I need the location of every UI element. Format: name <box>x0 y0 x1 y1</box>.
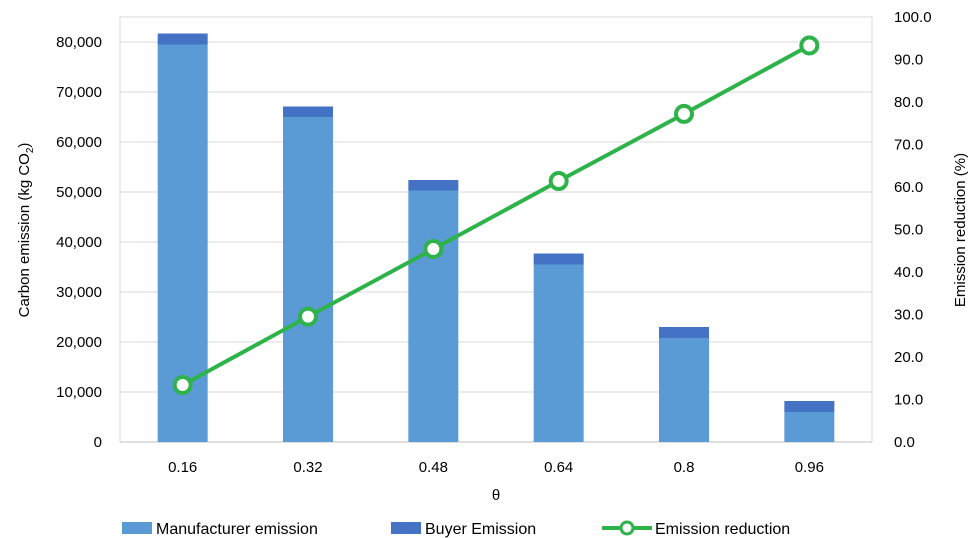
legend-label-reduction: Emission reduction <box>655 521 790 538</box>
y-tick-label: 60,000 <box>56 134 102 151</box>
reduction-point-0.32 <box>298 306 318 327</box>
legend-swatch-buyer <box>391 522 421 534</box>
x-tick-label: 0.16 <box>168 459 197 476</box>
y2-tick-label: 20.0 <box>894 349 923 366</box>
y-tick-label: 20,000 <box>56 334 102 351</box>
reduction-point-0.96 <box>799 35 820 56</box>
x-tick-label: 0.32 <box>293 459 322 476</box>
y-tick-label: 10,000 <box>56 384 102 401</box>
x-tick-label: 0.96 <box>795 459 824 476</box>
legend-label-buyer: Buyer Emission <box>425 521 536 538</box>
y2-tick-label: 80.0 <box>894 94 923 111</box>
y2-axis-title: Emission reduction (%) <box>952 153 969 307</box>
reduction-point-0.16 <box>172 375 193 396</box>
bar-buyer-0.32 <box>283 106 333 117</box>
legend-label-manufacturer: Manufacturer emission <box>156 521 318 538</box>
reduction-line-path <box>181 43 811 387</box>
y2-tick-label: 50.0 <box>894 222 923 239</box>
x-axis-ticks: 0.16 0.32 0.48 0.64 0.8 0.96 <box>168 459 824 476</box>
bar-buyer-0.96 <box>784 401 835 412</box>
y2-tick-label: 70.0 <box>894 137 923 154</box>
x-tick-label: 0.8 <box>674 459 695 476</box>
right-axis-ticks: 0.0 10.0 20.0 30.0 40.0 50.0 60.0 70.0 80.0 90.0 1… <box>894 9 932 451</box>
y-tick-label: 50,000 <box>56 184 102 201</box>
x-tick-label: 0.48 <box>419 459 448 476</box>
y-tick-label: 0 <box>94 434 102 451</box>
y-tick-label: 80,000 <box>56 34 102 51</box>
x-tick-label: 0.64 <box>544 459 573 476</box>
y2-tick-label: 40.0 <box>894 264 923 281</box>
bar-manufacturer-0.48 <box>408 190 459 442</box>
bars <box>157 33 835 442</box>
x-axis-title: θ <box>492 487 500 504</box>
reduction-point-0.64 <box>548 171 569 192</box>
reduction-point-0.8 <box>674 103 694 124</box>
legend-swatch-reduction-marker <box>619 520 635 536</box>
bar-buyer-0.64 <box>533 253 584 265</box>
bar-buyer-0.8 <box>659 327 709 338</box>
y2-tick-label: 30.0 <box>894 307 923 324</box>
y2-tick-label: 100.0 <box>894 9 932 26</box>
y2-tick-label: 90.0 <box>894 52 923 69</box>
gridlines <box>119 16 873 443</box>
bar-manufacturer-0.96 <box>784 412 835 442</box>
bar-manufacturer-0.64 <box>533 264 584 442</box>
bar-manufacturer-0.32 <box>283 117 333 442</box>
y2-tick-label: 60.0 <box>894 179 923 196</box>
y-tick-label: 70,000 <box>56 84 102 101</box>
y-tick-label: 40,000 <box>56 234 102 251</box>
emission-reduction-line <box>172 35 820 396</box>
y2-tick-label: 0.0 <box>894 434 915 451</box>
y-axis-title: Carbon emission (kg CO2) <box>16 143 36 318</box>
y2-tick-label: 10.0 <box>894 392 923 409</box>
y-tick-label: 30,000 <box>56 284 102 301</box>
reduction-point-0.48 <box>423 239 444 260</box>
bar-buyer-0.48 <box>408 180 459 191</box>
left-axis-ticks: 0 10,000 20,000 30,000 40,000 50,000 60,000 70,… <box>56 34 102 451</box>
legend-swatch-manufacturer <box>122 522 152 534</box>
bar-buyer-0.16 <box>157 33 208 45</box>
bar-manufacturer-0.8 <box>659 338 709 442</box>
legend: Manufacturer emission Buyer Emission Emi… <box>122 520 790 538</box>
